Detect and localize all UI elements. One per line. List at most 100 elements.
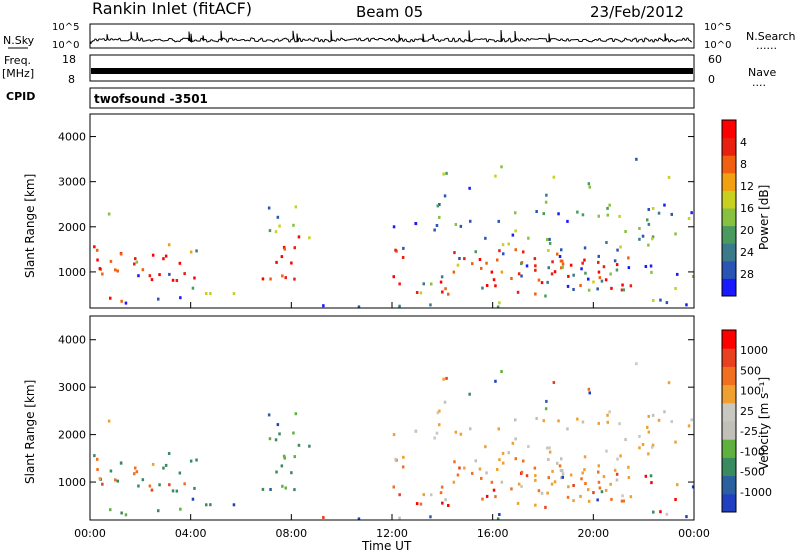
- velocity-colorbar-segment: [722, 475, 736, 495]
- power-cell: [205, 292, 208, 295]
- velocity-cell: [109, 508, 112, 512]
- power-cell: [469, 219, 472, 223]
- velocity-cell: [659, 510, 662, 514]
- power-cell: [101, 272, 104, 276]
- power-cell: [613, 259, 617, 263]
- power-cell: [157, 297, 160, 301]
- power-colorbar-segment: [722, 225, 736, 244]
- velocity-cell: [463, 466, 466, 470]
- power-cell: [597, 214, 600, 218]
- velocity-cell: [507, 451, 510, 455]
- power-cell: [445, 171, 448, 175]
- power-cell: [485, 261, 488, 265]
- velocity-cell: [137, 484, 140, 488]
- nsearch-dots: ......: [756, 39, 777, 52]
- velocity-cell: [547, 458, 550, 461]
- power-cell: [511, 233, 515, 237]
- power-cell: [442, 172, 445, 176]
- velocity-cell: [557, 419, 560, 423]
- velocity-cell: [608, 410, 611, 414]
- velocity-cell: [357, 517, 361, 521]
- velocity-cell: [497, 427, 500, 431]
- velocity-cell: [445, 376, 448, 380]
- power-cell: [533, 257, 537, 261]
- velocity-cell: [544, 505, 547, 509]
- velocity-cell: [429, 515, 432, 519]
- velocity-cell: [556, 461, 559, 465]
- velocity-cell: [157, 509, 160, 513]
- power-cell: [293, 277, 296, 281]
- power-cell: [137, 274, 140, 278]
- power-cell: [560, 266, 563, 270]
- velocity-cell: [606, 413, 609, 417]
- power-cell: [646, 218, 649, 222]
- power-cell: [560, 248, 563, 252]
- power-cell: [596, 287, 599, 291]
- velocity-colorbar-segment: [722, 366, 736, 386]
- velocity-ytick-label: 1000: [58, 476, 86, 489]
- power-cell: [527, 236, 530, 240]
- velocity-cell: [392, 433, 396, 437]
- power-colorbar-label: Power [dB]: [757, 185, 771, 250]
- nsky-label: N.Sky: [3, 34, 35, 47]
- velocity-cell: [535, 417, 538, 420]
- power-cell: [507, 242, 510, 246]
- velocity-colorbar-segment: [722, 421, 736, 440]
- velocity-cell: [414, 429, 417, 433]
- power-cell: [621, 283, 624, 287]
- power-cell: [474, 250, 477, 254]
- power-cell: [622, 288, 625, 292]
- power-cell: [546, 280, 549, 284]
- velocity-cell: [96, 468, 99, 471]
- velocity-cell: [175, 489, 179, 493]
- velocity-cell: [171, 489, 175, 493]
- velocity-cell: [444, 498, 447, 502]
- power-colorbar-segment: [722, 172, 736, 191]
- noise-trace-line: [90, 29, 692, 44]
- power-cell: [514, 229, 517, 233]
- velocity-cell: [168, 483, 171, 487]
- velocity-cell: [650, 481, 653, 485]
- velocity-cell: [627, 476, 631, 479]
- velocity-cell: [597, 421, 600, 425]
- velocity-cell: [282, 454, 286, 458]
- velocity-cell: [587, 488, 590, 492]
- velocity-cell: [232, 503, 236, 507]
- power-cell: [453, 251, 456, 255]
- velocity-cell: [492, 488, 496, 492]
- power-cell: [478, 258, 482, 261]
- power-ytick-label: 4000: [58, 131, 86, 144]
- power-cell: [175, 279, 179, 282]
- power-cell: [292, 223, 295, 227]
- velocity-cell: [191, 497, 195, 501]
- x-tick-label: 08:00: [275, 527, 307, 540]
- power-cell: [438, 203, 441, 206]
- power-cell: [647, 243, 650, 247]
- velocity-cell: [438, 423, 441, 427]
- power-colorbar-tick: 8: [740, 158, 747, 171]
- power-cell: [494, 174, 497, 178]
- power-colorbar-tick: 28: [740, 268, 754, 281]
- x-tick-label: 04:00: [175, 527, 207, 540]
- power-cell: [548, 237, 551, 241]
- power-cell: [498, 301, 501, 305]
- power-cell: [544, 200, 548, 204]
- velocity-cell: [527, 445, 530, 449]
- velocity-cell: [124, 513, 128, 517]
- power-cell: [685, 303, 688, 307]
- date-title: 23/Feb/2012: [590, 3, 684, 21]
- power-cell: [537, 278, 541, 282]
- power-cell: [638, 227, 641, 230]
- power-cell: [627, 266, 631, 270]
- power-cell: [618, 214, 621, 218]
- velocity-cell: [581, 420, 585, 424]
- power-colorbar-segment: [722, 208, 736, 227]
- noise-tick-top-right: 10^5: [704, 22, 731, 33]
- power-cell: [629, 284, 633, 288]
- velocity-cell: [651, 445, 654, 449]
- power-cell: [649, 264, 653, 268]
- velocity-cell: [691, 485, 695, 489]
- velocity-cell: [209, 503, 212, 507]
- velocity-cell: [583, 455, 587, 459]
